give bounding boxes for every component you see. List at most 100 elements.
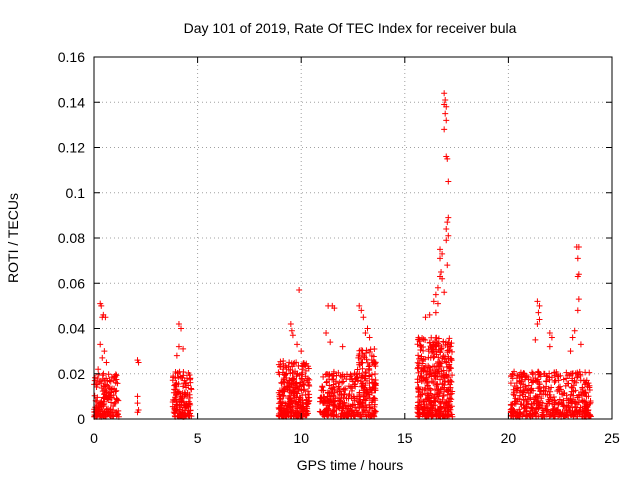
data-point <box>428 378 435 385</box>
data-point <box>427 390 434 397</box>
data-point <box>553 368 560 375</box>
data-point <box>103 375 110 382</box>
data-point <box>580 390 587 397</box>
data-point <box>358 383 365 390</box>
data-point <box>367 404 374 411</box>
data-point <box>574 255 581 262</box>
data-point <box>180 383 187 390</box>
data-point <box>535 405 542 412</box>
data-point <box>178 325 185 332</box>
data-point <box>298 348 305 355</box>
data-point <box>172 386 179 393</box>
data-point <box>520 381 527 388</box>
data-point <box>535 309 542 316</box>
data-point <box>414 341 421 348</box>
data-point <box>435 413 442 420</box>
data-point <box>585 393 592 400</box>
data-point <box>287 400 294 407</box>
data-point <box>583 401 590 408</box>
data-point <box>574 273 581 280</box>
data-point <box>425 405 432 412</box>
data-point <box>532 408 539 415</box>
data-point <box>565 397 572 404</box>
data-point <box>538 395 545 402</box>
data-point <box>282 362 289 369</box>
data-point <box>445 347 452 354</box>
data-point <box>351 397 358 404</box>
data-point <box>345 392 352 399</box>
data-point <box>524 387 531 394</box>
data-point <box>560 397 567 404</box>
data-point <box>287 320 294 327</box>
data-point <box>581 397 588 404</box>
data-point <box>296 394 303 401</box>
data-point <box>567 411 574 418</box>
data-point <box>338 395 345 402</box>
data-point <box>284 379 291 386</box>
data-point <box>431 338 438 345</box>
data-point <box>286 395 293 402</box>
chart-title: Day 101 of 2019, Rate Of TEC Index for r… <box>184 20 517 36</box>
data-point <box>371 371 378 378</box>
data-point <box>569 375 576 382</box>
data-point <box>276 371 283 378</box>
data-point <box>97 341 104 348</box>
data-point <box>517 369 524 376</box>
data-point <box>540 387 547 394</box>
data-point <box>176 388 183 395</box>
data-point <box>341 390 348 397</box>
y-tick-label: 0.16 <box>58 49 85 65</box>
data-point <box>178 398 185 405</box>
data-point <box>276 391 283 398</box>
data-point <box>173 406 180 413</box>
data-point <box>97 377 104 384</box>
data-point <box>303 403 310 410</box>
data-point <box>370 359 377 366</box>
data-point <box>317 394 324 401</box>
data-point <box>420 377 427 384</box>
data-point <box>515 411 522 418</box>
data-point <box>299 400 306 407</box>
data-point <box>107 378 114 385</box>
data-point <box>575 371 582 378</box>
data-point <box>548 334 555 341</box>
data-point <box>284 386 291 393</box>
data-point <box>555 386 562 393</box>
data-point <box>443 103 450 110</box>
data-point <box>432 334 439 341</box>
data-point <box>324 412 331 419</box>
data-point <box>575 296 582 303</box>
data-point <box>414 376 421 383</box>
data-point <box>426 311 433 318</box>
data-point <box>365 388 372 395</box>
data-point <box>421 409 428 416</box>
data-point <box>539 400 546 407</box>
data-point <box>326 371 333 378</box>
data-point <box>371 379 378 386</box>
data-point <box>533 400 540 407</box>
data-point <box>336 388 343 395</box>
data-point <box>571 327 578 334</box>
data-point <box>364 392 371 399</box>
data-point <box>109 413 116 420</box>
data-point <box>323 330 330 337</box>
data-point <box>416 413 423 420</box>
data-point <box>285 366 292 373</box>
data-point <box>300 387 307 394</box>
data-point <box>432 291 439 298</box>
data-point <box>111 375 118 382</box>
data-point <box>538 388 545 395</box>
data-point <box>357 399 364 406</box>
data-point <box>439 275 446 282</box>
data-point <box>586 387 593 394</box>
data-point <box>522 405 529 412</box>
data-point <box>528 404 535 411</box>
data-point <box>441 382 448 389</box>
data-point <box>319 383 326 390</box>
data-point <box>185 382 192 389</box>
data-point <box>573 379 580 386</box>
data-point <box>448 340 455 347</box>
data-point <box>425 354 432 361</box>
data-point <box>303 396 310 403</box>
data-point <box>102 386 109 393</box>
